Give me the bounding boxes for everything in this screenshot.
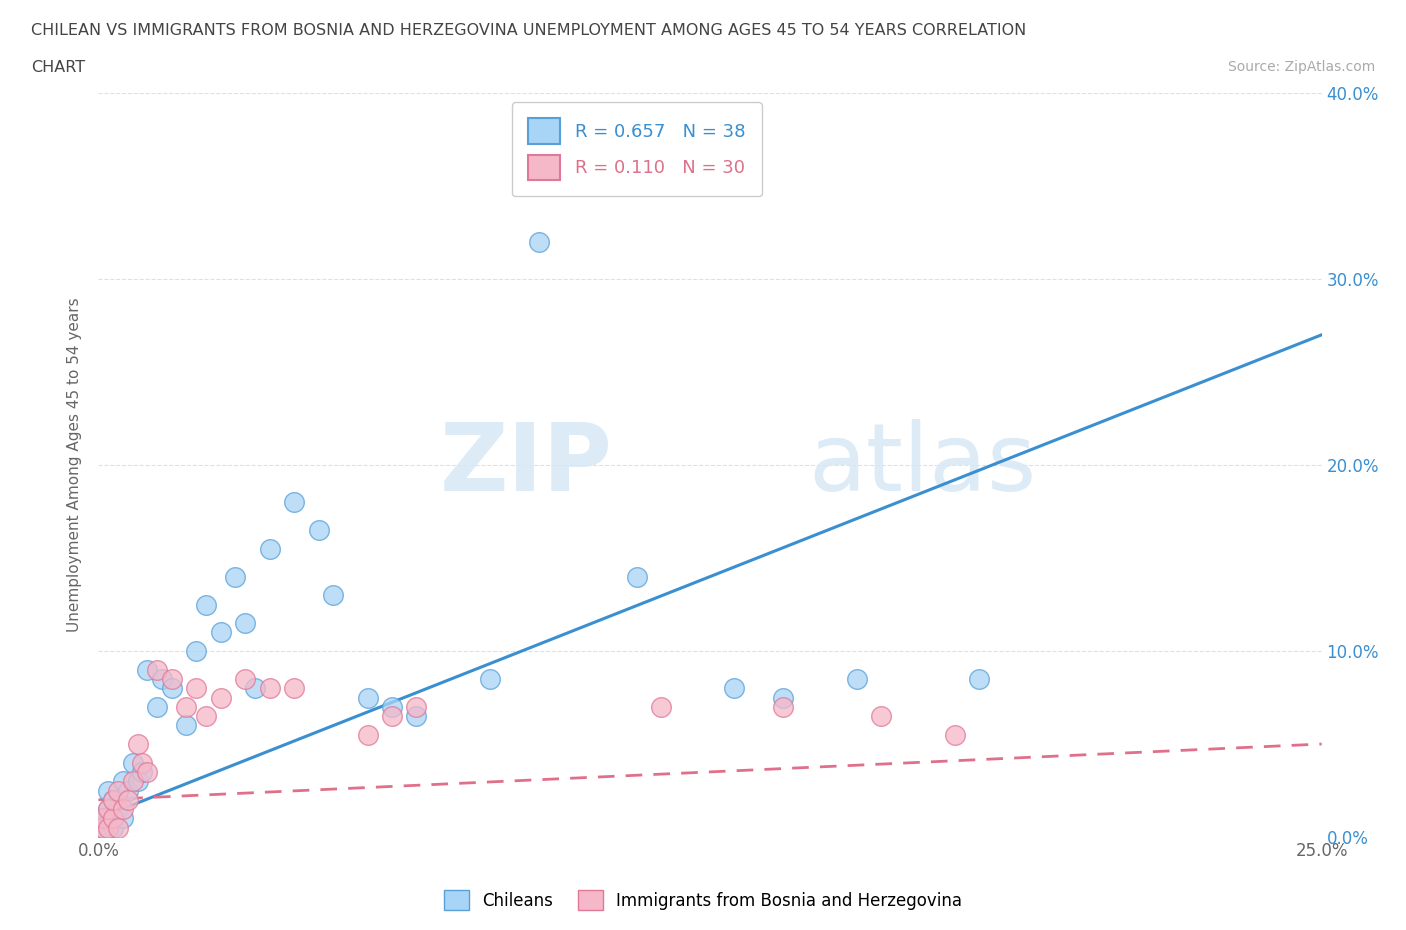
Point [121, 755, 143, 770]
Point [405, 709, 427, 724]
Point [136, 662, 159, 677]
Point [224, 569, 246, 584]
Point [111, 811, 134, 826]
Point [870, 709, 893, 724]
Point [146, 662, 169, 677]
Point [527, 234, 550, 249]
Point [131, 764, 153, 779]
Text: ZIP: ZIP [439, 419, 612, 511]
Point [943, 727, 966, 742]
Point [186, 681, 208, 696]
Y-axis label: Unemployment Among Ages 45 to 54 years: Unemployment Among Ages 45 to 54 years [67, 298, 83, 632]
Point [97, 802, 120, 817]
Point [127, 774, 149, 789]
Point [146, 699, 169, 714]
Text: CHILEAN VS IMMIGRANTS FROM BOSNIA AND HERZEGOVINA UNEMPLOYMENT AMONG AGES 45 TO : CHILEAN VS IMMIGRANTS FROM BOSNIA AND HE… [31, 23, 1026, 38]
Point [283, 681, 305, 696]
Point [967, 671, 990, 686]
Point [101, 811, 124, 826]
Point [195, 597, 218, 612]
Point [107, 820, 129, 835]
Point [233, 671, 256, 686]
Point [101, 792, 124, 807]
Text: Source: ZipAtlas.com: Source: ZipAtlas.com [1227, 60, 1375, 74]
Point [91, 820, 114, 835]
Point [186, 644, 208, 658]
Point [308, 523, 330, 538]
Text: CHART: CHART [31, 60, 84, 75]
Point [381, 699, 404, 714]
Point [381, 709, 404, 724]
Point [150, 671, 173, 686]
Point [650, 699, 672, 714]
Point [97, 820, 120, 835]
Point [772, 699, 794, 714]
Point [91, 811, 114, 826]
Legend: R = 0.657   N = 38, R = 0.110   N = 30: R = 0.657 N = 38, R = 0.110 N = 30 [512, 102, 762, 196]
Point [176, 699, 198, 714]
Point [209, 625, 232, 640]
Point [233, 616, 256, 631]
Point [160, 681, 183, 696]
Point [259, 541, 281, 556]
Point [160, 671, 183, 686]
Point [111, 774, 134, 789]
Point [283, 495, 305, 510]
Point [209, 690, 232, 705]
Point [243, 681, 266, 696]
Point [723, 681, 745, 696]
Point [91, 820, 114, 835]
Point [845, 671, 868, 686]
Point [101, 820, 124, 835]
Point [107, 783, 129, 798]
Point [356, 690, 378, 705]
Point [127, 737, 149, 751]
Point [97, 802, 120, 817]
Legend: Chileans, Immigrants from Bosnia and Herzegovina: Chileans, Immigrants from Bosnia and Her… [437, 884, 969, 917]
Point [131, 755, 153, 770]
Text: atlas: atlas [808, 419, 1036, 511]
Point [478, 671, 501, 686]
Point [405, 699, 427, 714]
Point [356, 727, 378, 742]
Point [101, 792, 124, 807]
Point [121, 774, 143, 789]
Point [176, 718, 198, 733]
Point [136, 764, 159, 779]
Point [772, 690, 794, 705]
Point [97, 783, 120, 798]
Point [111, 802, 134, 817]
Point [91, 811, 114, 826]
Point [117, 792, 139, 807]
Point [117, 783, 139, 798]
Point [107, 802, 129, 817]
Point [195, 709, 218, 724]
Point [626, 569, 648, 584]
Point [259, 681, 281, 696]
Point [322, 588, 344, 603]
